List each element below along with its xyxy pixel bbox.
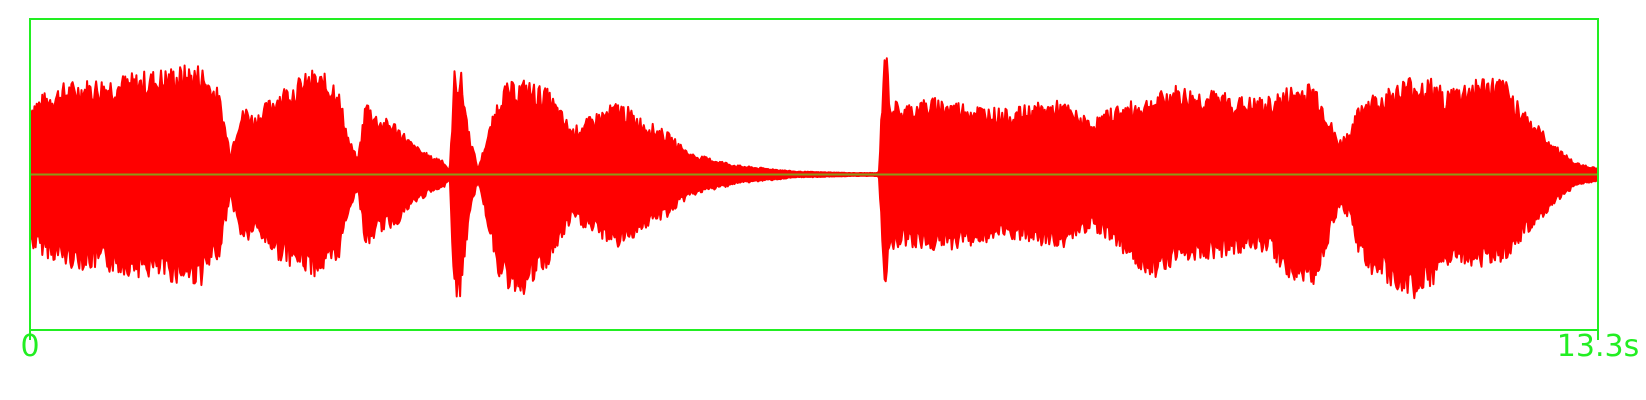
- x-tick-label-end: 13.3s: [1557, 329, 1639, 364]
- plot-area: [29, 18, 1599, 340]
- plot-frame: [29, 18, 1599, 331]
- x-tick-label-start: 0: [20, 329, 39, 364]
- waveform-series: [29, 57, 1599, 300]
